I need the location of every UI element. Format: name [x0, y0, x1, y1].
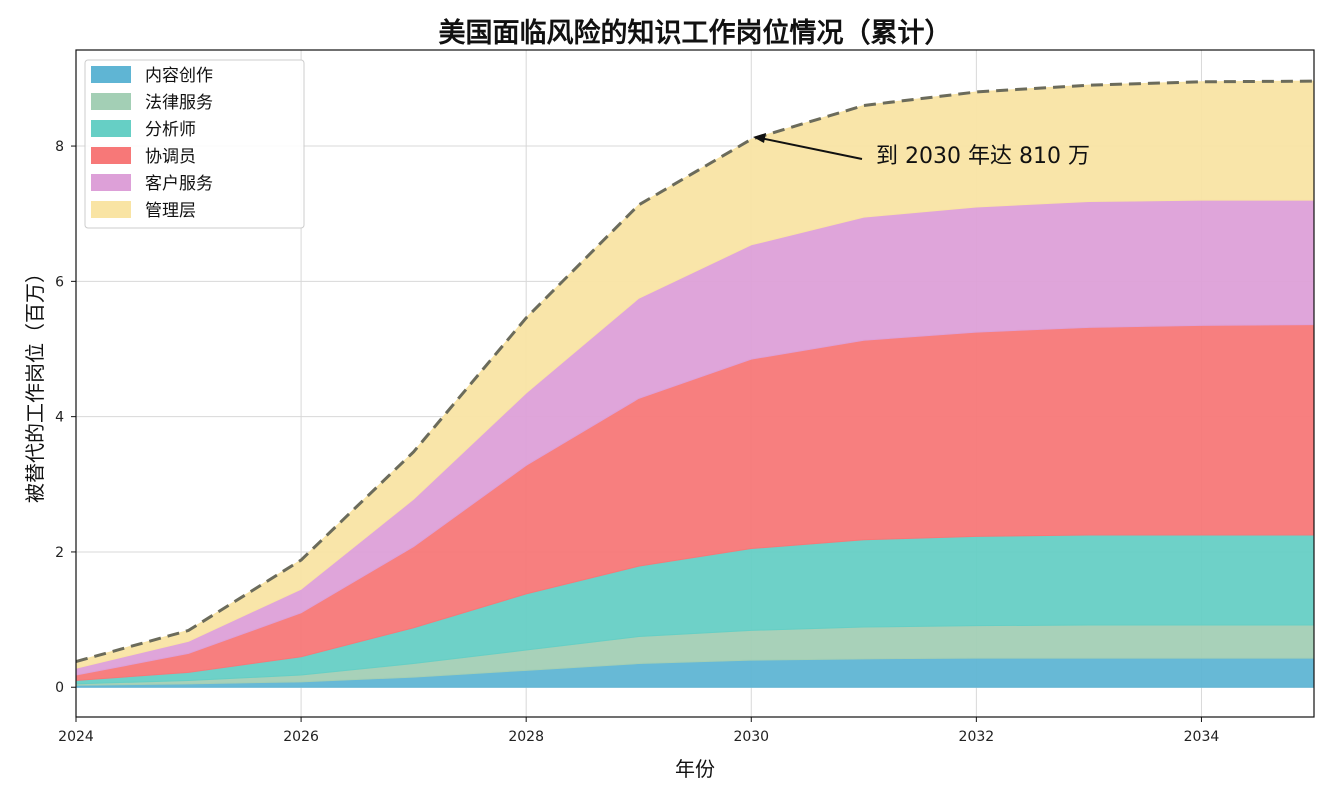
x-tick-label: 2034	[1184, 729, 1220, 745]
x-tick-label: 2028	[508, 729, 544, 745]
x-tick-label: 2024	[58, 729, 94, 745]
y-ticks: 0 2 4 6 8	[55, 139, 76, 696]
legend-swatch	[91, 93, 131, 110]
y-tick-label: 0	[55, 680, 64, 696]
y-tick-label: 6	[55, 274, 64, 290]
legend-swatch	[91, 174, 131, 191]
total-dashed-line	[75, 79, 1315, 663]
annotation-text: 到 2030 年达 810 万	[876, 144, 1090, 169]
legend-swatch	[91, 201, 131, 218]
legend-label: 分析师	[145, 120, 196, 140]
legend-swatch	[91, 120, 131, 137]
legend-swatch	[91, 66, 131, 83]
x-tick-label: 2030	[733, 729, 769, 745]
arrowhead-icon	[753, 133, 766, 143]
legend-swatch	[91, 147, 131, 164]
chart-title: 美国面临风险的知识工作岗位情况（累计）	[439, 17, 952, 49]
legend-label: 管理层	[145, 201, 196, 221]
x-axis-label: 年份	[675, 757, 715, 781]
legend-label: 法律服务	[145, 93, 213, 113]
legend-label: 内容创作	[145, 66, 213, 86]
x-tick-label: 2032	[959, 729, 995, 745]
area-layers	[75, 80, 1315, 688]
total-line	[75, 79, 1315, 663]
y-tick-label: 2	[55, 545, 64, 561]
legend-box	[84, 59, 305, 229]
annotation-arrow	[759, 137, 863, 160]
x-tick-label: 2026	[283, 729, 319, 745]
annotation: 到 2030 年达 810 万	[753, 133, 1090, 169]
y-tick-label: 8	[55, 139, 64, 155]
y-tick-label: 4	[55, 410, 64, 426]
y-axis-label: 被替代的工作岗位（百万）	[23, 263, 47, 503]
x-ticks: 2024 2026 2028 2030 2032 2034	[58, 717, 1219, 745]
plot-frame	[75, 49, 1315, 718]
legend-label: 协调员	[145, 147, 196, 167]
legend-label: 客户服务	[145, 174, 213, 194]
